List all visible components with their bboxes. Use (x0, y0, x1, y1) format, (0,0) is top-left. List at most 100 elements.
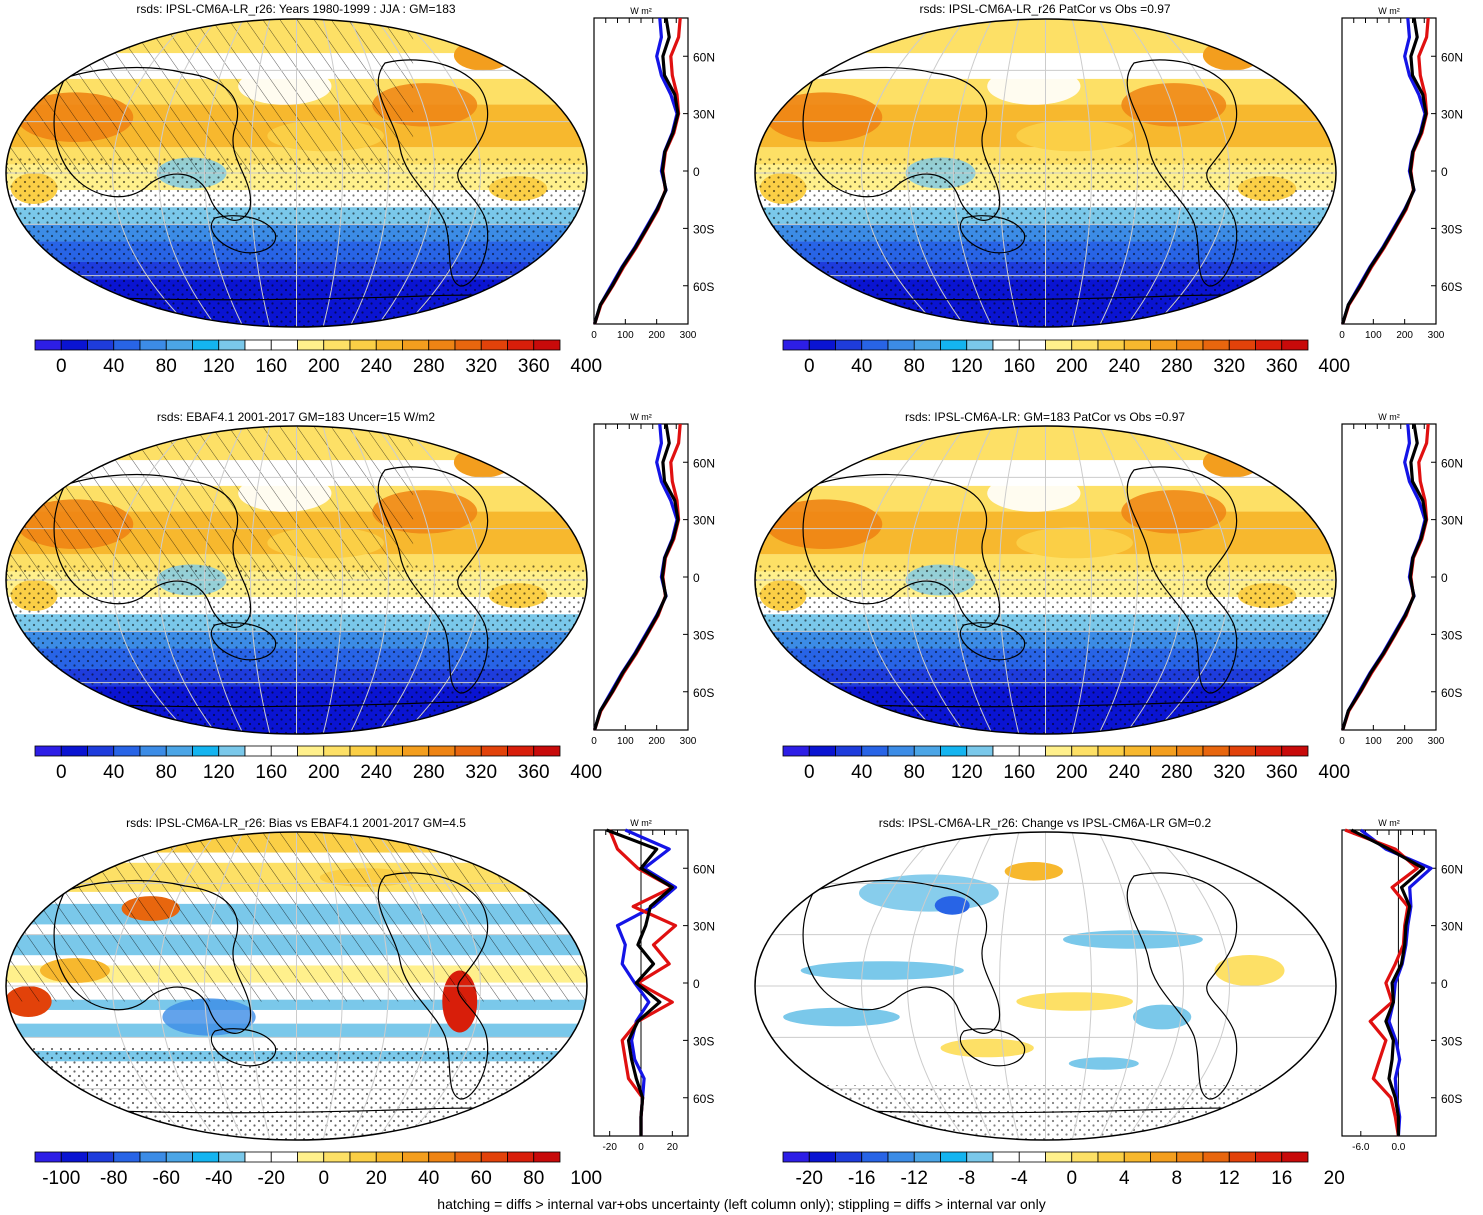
graticule-lon (402, 426, 481, 734)
colorbar-tick-label: 0 (56, 762, 67, 783)
field-blob (1016, 992, 1133, 1011)
graticule-lon (349, 426, 389, 734)
profile-y-tick: 30N (693, 108, 715, 122)
profile-y-tick: 60S (693, 280, 714, 294)
colorbar-swatch (87, 1151, 115, 1163)
colorbar-swatch (165, 1151, 193, 1163)
profile-x-tick: 300 (1428, 330, 1445, 341)
colorbar-tick-label: 240 (360, 762, 392, 783)
colorbar-swatch (297, 339, 325, 351)
colorbar-swatch (192, 1151, 220, 1163)
colorbar-tick-label: -20 (258, 1168, 285, 1189)
profile-y-tick: 0 (1441, 165, 1448, 179)
colorbar-swatch (349, 745, 377, 757)
colorbar-tick-label: -16 (848, 1168, 875, 1189)
field-blob (1132, 1004, 1192, 1030)
profile-x-tick: 300 (1428, 736, 1445, 747)
colorbar-swatch (87, 339, 115, 351)
colorbar-swatch (1202, 745, 1230, 757)
profile-x-tick: 0 (1339, 330, 1345, 341)
coastline (377, 466, 489, 694)
colorbar-tick-label: 8 (1171, 1168, 1182, 1189)
colorbar-swatch (782, 1151, 810, 1163)
panel-title: rsds: IPSL-CM6A-LR_r26 PatCor vs Obs =0.… (919, 2, 1171, 16)
profile-y-tick: 30S (693, 1034, 714, 1048)
colorbar-tick-label: 40 (103, 762, 124, 783)
graticule-lon (861, 19, 940, 327)
profile-y-tick: 60S (1441, 280, 1462, 294)
colorbar-swatch (454, 339, 482, 351)
profile-line-black (1341, 423, 1428, 731)
colorbar-tick-label: 360 (518, 356, 550, 377)
colorbar-tick-label: 280 (1161, 762, 1193, 783)
colorbar-swatch (480, 1151, 508, 1163)
graticule-lon (999, 832, 1020, 1140)
colorbar-swatch (244, 339, 272, 351)
profile-y-tick: 60N (1441, 862, 1463, 876)
coastline (53, 66, 252, 221)
colorbar-swatch (507, 745, 535, 757)
colorbar-swatch (533, 745, 561, 757)
colorbar-swatch (913, 1151, 941, 1163)
coastline (1126, 59, 1238, 287)
colorbar-swatch (428, 1151, 456, 1163)
profile-y-tick: 60N (693, 456, 715, 470)
coastline (377, 59, 489, 287)
profile-y-tick: 0 (1441, 977, 1448, 991)
coastline (959, 1028, 1026, 1067)
graticule-lon (907, 19, 967, 327)
colorbar-tick-label: 100 (570, 1168, 602, 1189)
profile-y-tick: 30S (693, 222, 714, 236)
graticule-lon (907, 832, 967, 1140)
field-blob (1016, 527, 1133, 559)
profile-y-tick: 30N (1441, 920, 1463, 934)
colorbar-tick-label: 320 (465, 762, 497, 783)
colorbar-swatch (87, 745, 115, 757)
profile-x-tick: 100 (1365, 330, 1382, 341)
colorbar-swatch (1097, 1151, 1125, 1163)
profile-units: W m² (630, 6, 652, 16)
colorbar-swatch (375, 1151, 403, 1163)
colorbar-swatch (1018, 339, 1046, 351)
colorbar-swatch (375, 339, 403, 351)
colorbar-swatch (1255, 339, 1283, 351)
colorbar-swatch (218, 745, 246, 757)
profile-x-tick: 100 (1365, 736, 1382, 747)
colorbar-swatch (139, 1151, 167, 1163)
profile-y-tick: 60N (1441, 456, 1463, 470)
graticule-lon (861, 426, 940, 734)
profile-units: W m² (630, 818, 652, 828)
map-outline (5, 425, 588, 735)
graticule-lon (402, 19, 481, 327)
colorbar-tick-label: 120 (203, 762, 235, 783)
colorbar-swatch (1255, 1151, 1283, 1163)
colorbar-tick-label: 360 (1266, 356, 1298, 377)
colorbar-swatch (1281, 339, 1309, 351)
graticule-lon (322, 19, 343, 327)
colorbar-swatch (507, 339, 535, 351)
colorbar-tick-label: 40 (418, 1168, 439, 1189)
profile-y-tick: 60N (693, 862, 715, 876)
profile-y-tick: 60S (1441, 1092, 1462, 1106)
profile-y-tick: 0 (1441, 571, 1448, 585)
colorbar-swatch (1123, 339, 1151, 351)
graticule-lon (250, 832, 271, 1140)
graticule-lon (907, 426, 967, 734)
profile-frame (593, 423, 689, 731)
coastline (53, 879, 252, 1034)
graticule-lon (1071, 832, 1092, 1140)
field-blob (987, 474, 1081, 512)
colorbar-tick-label: 240 (1108, 356, 1140, 377)
colorbar-swatch (1150, 745, 1178, 757)
profile-frame (1341, 17, 1437, 325)
panel-title: rsds: EBAF4.1 2001-2017 GM=183 Uncer=15 … (156, 410, 436, 424)
colorbar-swatch (349, 339, 377, 351)
graticule-lon (158, 832, 218, 1140)
colorbar-swatch (966, 1151, 994, 1163)
map (754, 18, 1337, 328)
profile-x-tick: 100 (617, 330, 634, 341)
colorbar-tick-label: 320 (1213, 356, 1245, 377)
colorbar-tick-label: 240 (360, 356, 392, 377)
colorbar-tick-label: 400 (1318, 762, 1350, 783)
colorbar-tick-label: 200 (308, 762, 340, 783)
